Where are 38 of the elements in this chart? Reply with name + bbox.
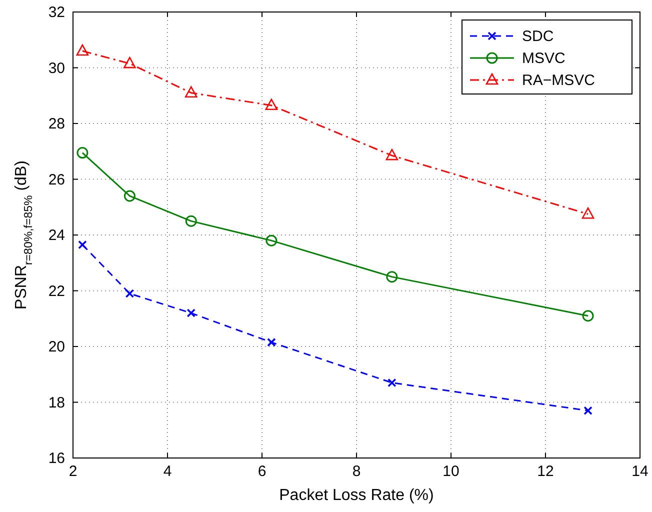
legend-label: SDC: [522, 28, 554, 45]
point: [582, 207, 594, 219]
x-tick-label: 8: [352, 463, 361, 480]
y-tick-label: 20: [48, 338, 65, 356]
point: [386, 271, 398, 283]
y-tick-label: 24: [48, 227, 65, 244]
x-tick-label: 12: [537, 463, 554, 480]
point: [76, 44, 89, 56]
legend-label: MSVC: [522, 50, 566, 67]
point: [125, 289, 134, 298]
x-tick-label: 14: [632, 463, 648, 480]
point: [185, 215, 197, 227]
point: [386, 148, 398, 160]
point: [76, 147, 88, 159]
x-tick-label: 4: [163, 463, 172, 480]
y-tick-label: 28: [48, 116, 65, 132]
y-tick-label: 22: [48, 282, 65, 300]
x-axis-title: Packet Loss Rate (%): [279, 487, 434, 504]
point: [266, 234, 278, 246]
legend-label: RA−MSVC: [522, 72, 596, 89]
x-tick-label: 2: [68, 463, 78, 480]
y-tick-label: 18: [48, 394, 65, 412]
x-tick-label: 10: [442, 463, 460, 480]
point: [184, 86, 198, 98]
point: [584, 406, 592, 416]
y-tick-label: 32: [48, 4, 65, 21]
point: [265, 98, 278, 110]
point: [186, 308, 196, 318]
y-tick-label: 16: [48, 450, 65, 467]
point: [124, 56, 136, 68]
point: [388, 378, 396, 388]
x-tick-label: 6: [258, 463, 266, 480]
y-tick-label: 30: [48, 60, 65, 77]
point: [124, 190, 136, 202]
point: [78, 240, 87, 250]
y-tick-label: 26: [48, 171, 65, 188]
point: [267, 338, 276, 347]
point: [582, 310, 594, 322]
